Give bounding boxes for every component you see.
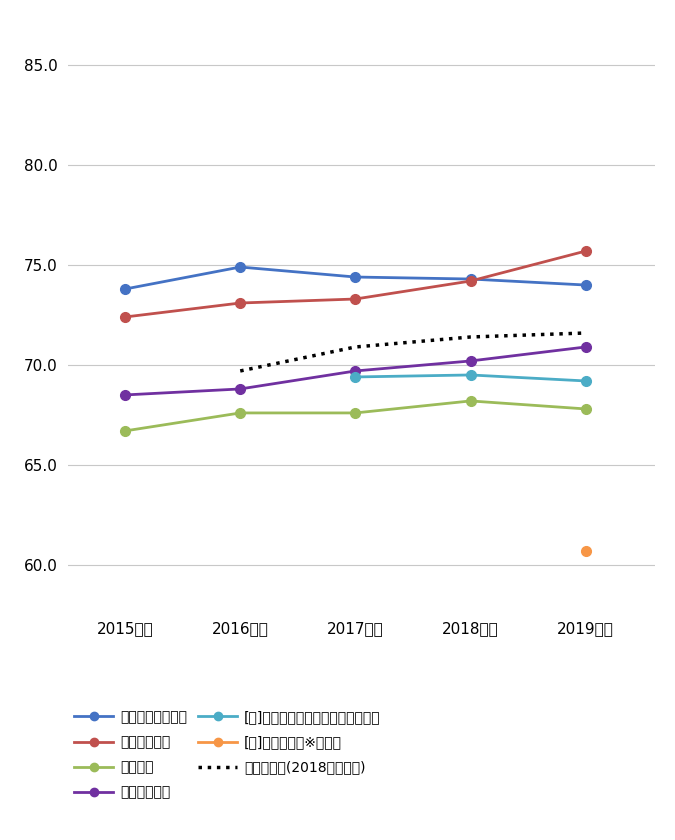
Legend: 自動車販売店平均, 通信販売平均, 銀行平均, 事務機器平均, [特]銀行（借入・貯蓄・投資）平均, [特]地方銀行（※）平均, 全業種平均(2018年度まで): 自動車販売店平均, 通信販売平均, 銀行平均, 事務機器平均, [特]銀行（借入… <box>74 711 381 800</box>
